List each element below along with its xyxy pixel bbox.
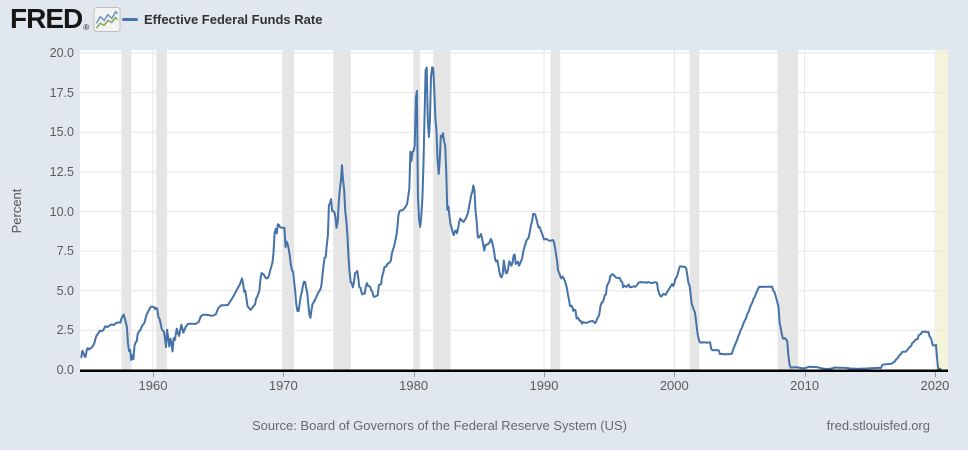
- fred-site-link[interactable]: fred.stlouisfed.org: [826, 418, 930, 433]
- fred-logo-chart-icon: [93, 6, 121, 32]
- x-tick-label: 1970: [268, 378, 298, 393]
- y-tick-label: 17.5: [49, 85, 74, 100]
- y-tick-label: 10.0: [49, 204, 74, 219]
- x-tick-mark: [152, 372, 154, 377]
- y-tick-label: 5.0: [56, 283, 74, 298]
- y-tick-label: 0.0: [56, 363, 74, 377]
- y-tick-label: 2.5: [56, 323, 74, 338]
- x-tick-label: 2000: [659, 378, 689, 393]
- x-tick-label: 1960: [138, 378, 168, 393]
- chart-svg[interactable]: [80, 50, 948, 372]
- source-text: Source: Board of Governors of the Federa…: [252, 418, 627, 433]
- y-tick-label: 12.5: [49, 164, 74, 179]
- x-tick-mark: [934, 372, 936, 377]
- x-tick-label: 1980: [399, 378, 429, 393]
- y-tick-label: 20.0: [49, 46, 74, 60]
- legend-line-swatch: [122, 17, 138, 21]
- plot-area[interactable]: [80, 50, 948, 372]
- x-tick-label: 2010: [790, 378, 820, 393]
- legend-label: Effective Federal Funds Rate: [144, 11, 323, 27]
- x-tick-label: 1990: [529, 378, 559, 393]
- x-tick-mark: [413, 372, 415, 377]
- y-tick-label: 15.0: [49, 125, 74, 140]
- x-tick-mark: [804, 372, 806, 377]
- effr-line-series: [80, 66, 942, 371]
- x-tick-mark: [674, 372, 676, 377]
- x-tick-mark: [543, 372, 545, 377]
- x-tick-mark: [283, 372, 285, 377]
- fred-logo-text: FRED: [10, 3, 83, 34]
- registered-trademark-symbol: ®: [83, 23, 90, 32]
- x-axis-line: [80, 369, 948, 372]
- x-tick-label: 2020: [920, 378, 950, 393]
- y-tick-label: 7.5: [56, 244, 74, 259]
- legend-item-effective-federal-funds-rate[interactable]: Effective Federal Funds Rate: [122, 8, 322, 30]
- fred-logo[interactable]: FRED ®: [10, 2, 121, 36]
